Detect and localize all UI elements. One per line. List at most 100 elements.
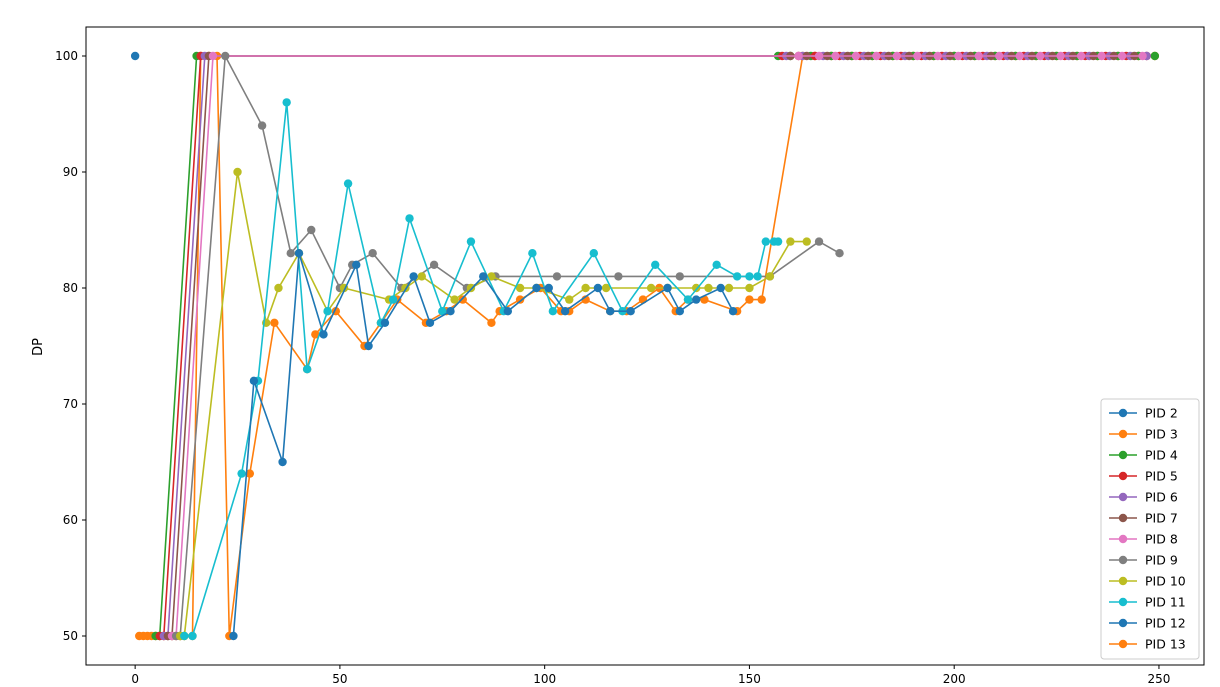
legend-label: PID 11 xyxy=(1145,595,1186,610)
y-tick-label: 90 xyxy=(63,165,78,179)
data-point xyxy=(954,51,963,61)
data-point xyxy=(282,98,291,107)
data-point xyxy=(1097,51,1106,61)
data-point xyxy=(589,249,599,258)
data-point xyxy=(237,469,246,478)
legend-marker xyxy=(1118,639,1128,649)
legend-item: PID 6 xyxy=(1109,490,1178,505)
data-point xyxy=(765,272,775,281)
y-tick-label: 60 xyxy=(63,513,78,527)
data-point xyxy=(221,51,230,61)
data-point xyxy=(548,307,558,316)
legend-marker xyxy=(1118,429,1128,439)
x-tick-label: 250 xyxy=(1147,672,1170,686)
data-point xyxy=(675,307,685,316)
data-point xyxy=(1138,51,1147,61)
y-tick-label: 100 xyxy=(55,49,78,63)
data-point xyxy=(716,283,725,293)
data-point xyxy=(286,249,295,258)
legend-item: PID 7 xyxy=(1109,511,1178,526)
data-point xyxy=(872,51,881,61)
series-pid-6 xyxy=(159,51,1151,641)
plot-frame xyxy=(85,26,1205,666)
y-tick-label: 80 xyxy=(63,281,78,295)
legend-item: PID 8 xyxy=(1109,532,1178,547)
legend-label: PID 4 xyxy=(1145,448,1178,463)
legend-marker xyxy=(1118,513,1128,523)
series-line xyxy=(232,252,734,637)
data-point xyxy=(1150,51,1160,61)
data-point xyxy=(515,295,525,304)
data-point xyxy=(528,249,537,258)
legend-item: PID 5 xyxy=(1109,469,1178,484)
series-pid-3 xyxy=(135,51,1160,641)
data-point xyxy=(487,318,496,327)
data-point xyxy=(429,260,439,269)
x-tick-label: 50 xyxy=(332,672,347,686)
y-tick-label: 70 xyxy=(63,397,78,411)
data-point xyxy=(605,307,615,316)
data-point xyxy=(761,237,771,246)
legend-marker xyxy=(1118,618,1128,628)
legend-marker xyxy=(1118,576,1128,586)
data-point xyxy=(405,214,414,223)
data-point xyxy=(745,295,754,304)
series-line xyxy=(163,55,1147,637)
data-point xyxy=(458,295,467,304)
legend-label: PID 2 xyxy=(1145,406,1178,421)
series-line xyxy=(184,102,779,637)
data-point xyxy=(503,307,513,316)
legend-label: PID 12 xyxy=(1145,616,1186,631)
legend-item: PID 2 xyxy=(1109,406,1178,421)
x-axis: 0 50 100 150 200 250 xyxy=(131,665,1170,686)
data-point xyxy=(311,330,320,339)
x-tick-label: 0 xyxy=(131,672,139,686)
data-point xyxy=(245,469,255,478)
data-point xyxy=(417,272,427,281)
data-point xyxy=(794,51,803,61)
legend-item: PID 10 xyxy=(1109,574,1186,589)
data-point xyxy=(614,272,623,281)
data-point xyxy=(479,272,488,281)
legend-box xyxy=(1100,398,1200,660)
data-point xyxy=(626,307,635,316)
data-point xyxy=(831,51,840,61)
data-point xyxy=(409,272,418,281)
data-point xyxy=(323,307,332,316)
data-point xyxy=(544,283,553,293)
series-pid-11 xyxy=(180,98,783,641)
data-point xyxy=(814,51,824,61)
legend-item: PID 11 xyxy=(1109,595,1186,610)
data-point xyxy=(786,237,795,246)
series-pid-10 xyxy=(175,167,811,641)
data-point xyxy=(933,51,943,61)
legend-item: PID 13 xyxy=(1109,637,1186,652)
data-point xyxy=(732,272,742,281)
data-point xyxy=(712,260,721,269)
data-point xyxy=(274,283,283,293)
data-point xyxy=(307,225,316,235)
data-point xyxy=(745,272,754,281)
data-point xyxy=(229,631,238,641)
series-pid-12 xyxy=(229,249,738,641)
data-point xyxy=(646,283,656,293)
legend-item: PID 12 xyxy=(1109,616,1186,631)
data-point xyxy=(208,51,218,61)
legend-item: PID 3 xyxy=(1109,427,1178,442)
legend-label: PID 9 xyxy=(1145,553,1178,568)
data-point xyxy=(581,283,590,293)
data-point xyxy=(188,631,197,641)
data-point xyxy=(691,295,701,304)
data-point xyxy=(565,295,574,304)
data-point xyxy=(560,307,570,316)
data-point xyxy=(675,272,685,281)
data-point xyxy=(249,376,259,385)
legend-label: PID 13 xyxy=(1145,637,1186,652)
legend-item: PID 9 xyxy=(1109,553,1178,568)
legend-marker xyxy=(1118,555,1128,565)
data-point xyxy=(532,283,541,293)
legend-marker xyxy=(1118,408,1128,418)
data-point xyxy=(1015,51,1024,61)
legend-label: PID 10 xyxy=(1145,574,1186,589)
